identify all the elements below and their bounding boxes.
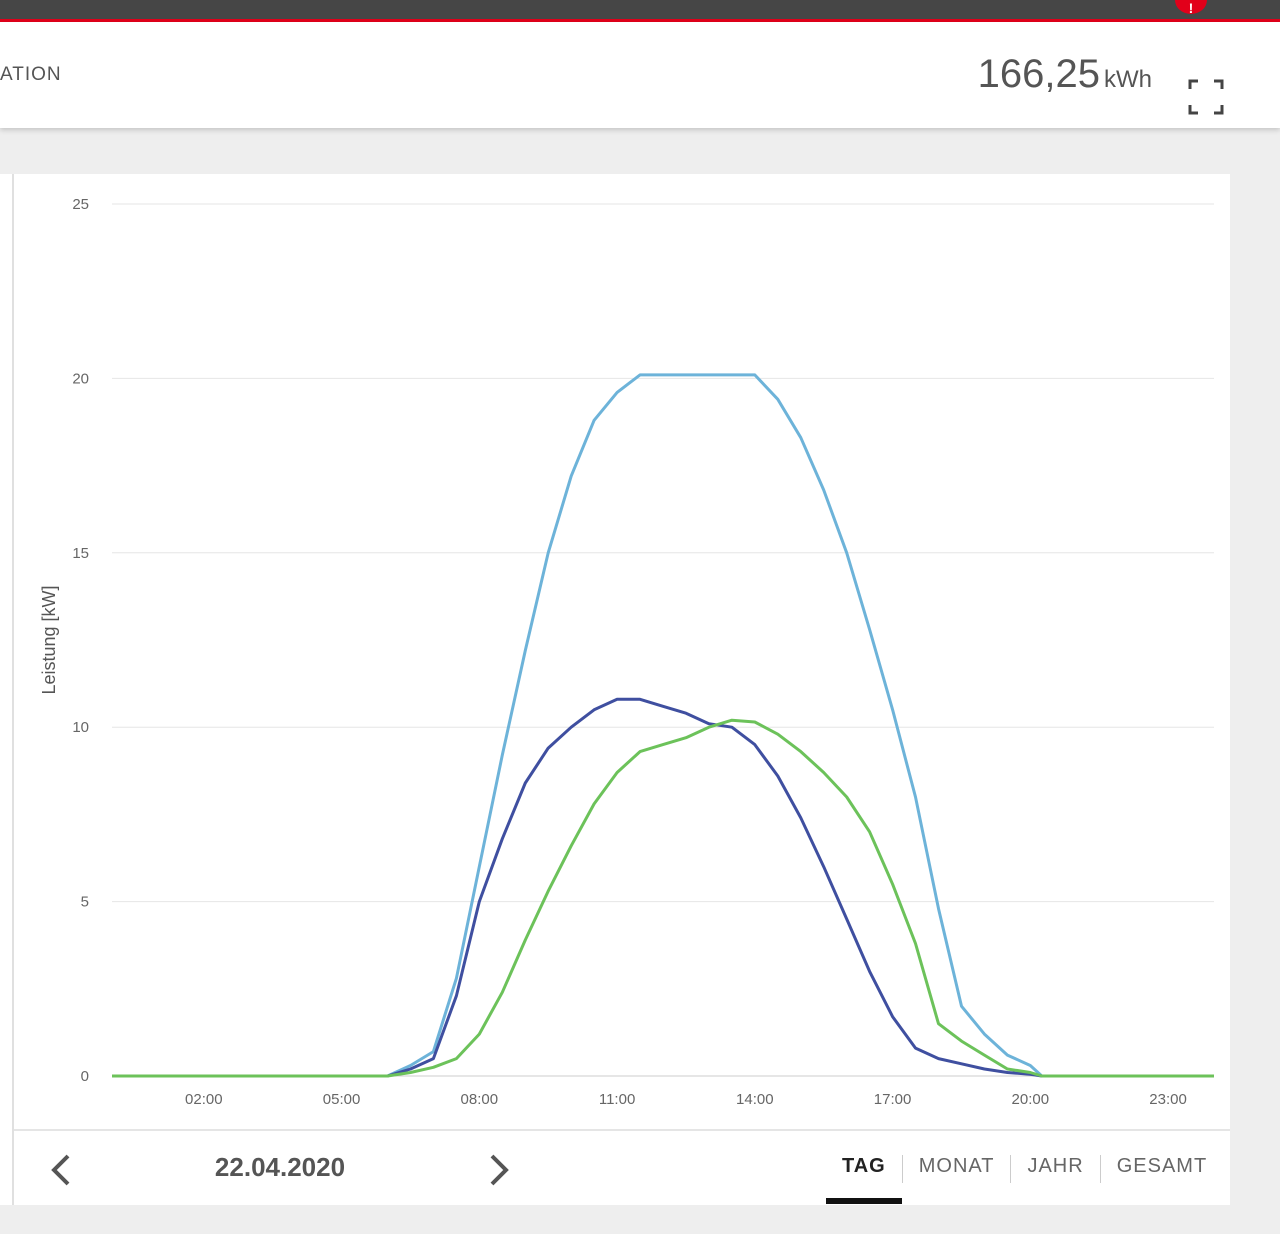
next-day-button[interactable] (484, 1152, 514, 1188)
series-line-2 (112, 697, 1214, 1078)
tab-gesamt[interactable]: GESAMT (1116, 1155, 1208, 1177)
energy-total: 166,25 kWh (978, 52, 1152, 97)
panel-edge (0, 174, 14, 1205)
fullscreen-button[interactable] (1186, 77, 1226, 117)
x-tick-label: 14:00 (736, 1091, 774, 1108)
tab-jahr[interactable]: JAHR (1027, 1155, 1084, 1177)
tab-tag[interactable]: TAG (826, 1150, 902, 1204)
x-tick-label: 20:00 (1012, 1091, 1050, 1108)
chart-panel (0, 174, 1230, 1205)
chart-series (112, 373, 1214, 1078)
previous-day-button[interactable] (46, 1152, 76, 1188)
notification-badge[interactable]: ! (1175, 0, 1207, 16)
x-tick-label: 05:00 (323, 1091, 361, 1108)
x-tick-label: 08:00 (461, 1091, 499, 1108)
fullscreen-icon (1188, 79, 1224, 115)
page-header: ATION 166,25 kWh (0, 22, 1280, 128)
y-tick-label: 0 (81, 1068, 89, 1085)
x-tick-label: 02:00 (185, 1091, 223, 1108)
chevron-right-icon (490, 1154, 509, 1186)
x-axis-ticks: 02:00 05:00 08:00 11:00 14:00 17:00 20:00 23:00 (185, 1091, 1187, 1108)
period-tabs: TAG MONAT JAHR GESAMT (826, 1150, 1223, 1204)
energy-value: 166,25 (977, 52, 1100, 96)
series-line-1 (112, 373, 1214, 1078)
top-bar: ! (0, 0, 1280, 22)
tab-divider (1010, 1155, 1012, 1183)
selected-date[interactable]: 22.04.2020 (214, 1152, 346, 1182)
y-tick-label: 5 (81, 894, 89, 911)
x-tick-label: 17:00 (874, 1091, 912, 1108)
page-title: ATION (0, 64, 62, 85)
y-tick-label: 20 (72, 370, 89, 387)
y-tick-label: 10 (72, 719, 89, 736)
tab-divider (1099, 1155, 1101, 1183)
x-tick-label: 11:00 (599, 1091, 635, 1108)
series-line-3 (112, 718, 1214, 1078)
y-tick-label: 25 (72, 196, 89, 213)
energy-unit: kWh (1104, 66, 1152, 93)
y-axis-ticks: 0 5 10 15 20 25 (72, 196, 89, 1085)
y-tick-label: 15 (72, 545, 89, 562)
tab-divider (901, 1155, 903, 1183)
x-tick-label: 23:00 (1149, 1091, 1187, 1108)
chevron-left-icon (51, 1154, 70, 1186)
tab-monat[interactable]: MONAT (918, 1155, 995, 1177)
y-axis-label: Leistung [kW] (39, 585, 59, 694)
chart-grid (112, 203, 1214, 1077)
footer-divider (14, 1129, 1230, 1131)
